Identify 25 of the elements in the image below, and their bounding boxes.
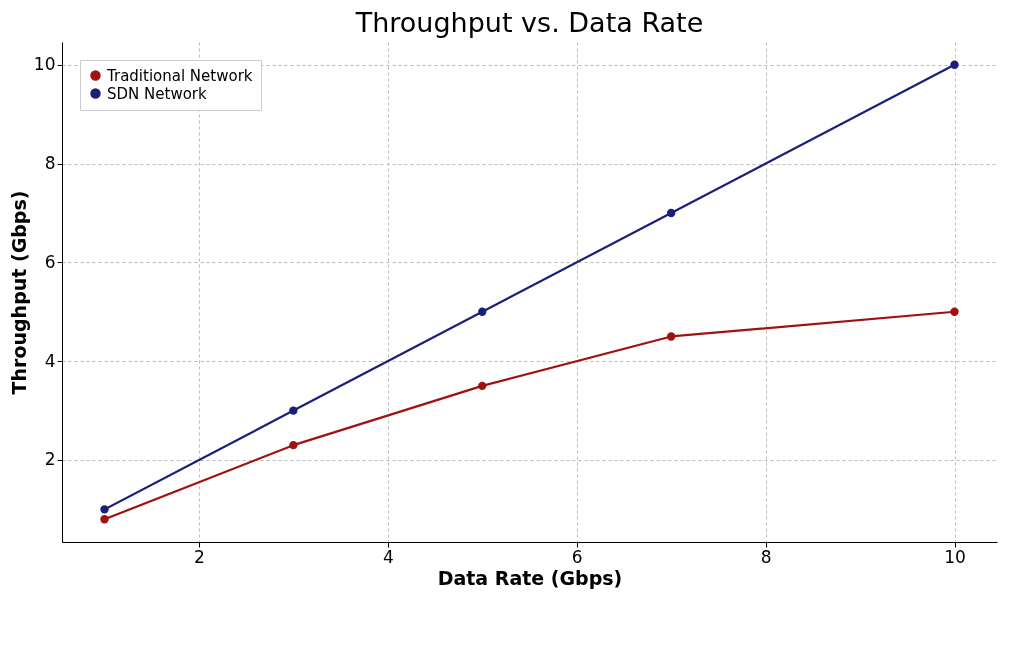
x-tick-label: 4 <box>382 546 394 567</box>
y-tick-label: 8 <box>44 153 56 174</box>
x-tick-label: 8 <box>760 546 772 567</box>
y-tick-label: 10 <box>33 54 56 75</box>
y-tick-label: 2 <box>44 449 56 470</box>
y-tick-label: 6 <box>44 251 56 272</box>
x-tick-label: 2 <box>194 546 205 567</box>
legend-label: Traditional Network <box>106 66 253 85</box>
chart-title: Throughput vs. Data Rate <box>354 7 704 38</box>
x-tick-label: 6 <box>571 546 583 567</box>
point <box>666 332 676 341</box>
point <box>666 208 676 218</box>
point <box>478 307 487 316</box>
x-tick-label: 10 <box>944 546 966 567</box>
point <box>289 440 298 450</box>
point <box>289 406 298 415</box>
x-axis-title: Data Rate (Gbps) <box>437 566 623 589</box>
y-tick-label: 4 <box>44 350 56 371</box>
y-axis-title: Throughput (Gbps) <box>7 190 30 395</box>
legend-label: SDN Network <box>107 84 207 103</box>
point <box>478 381 487 391</box>
point <box>100 505 109 514</box>
point <box>950 60 959 69</box>
point <box>950 307 959 316</box>
point <box>100 515 109 524</box>
